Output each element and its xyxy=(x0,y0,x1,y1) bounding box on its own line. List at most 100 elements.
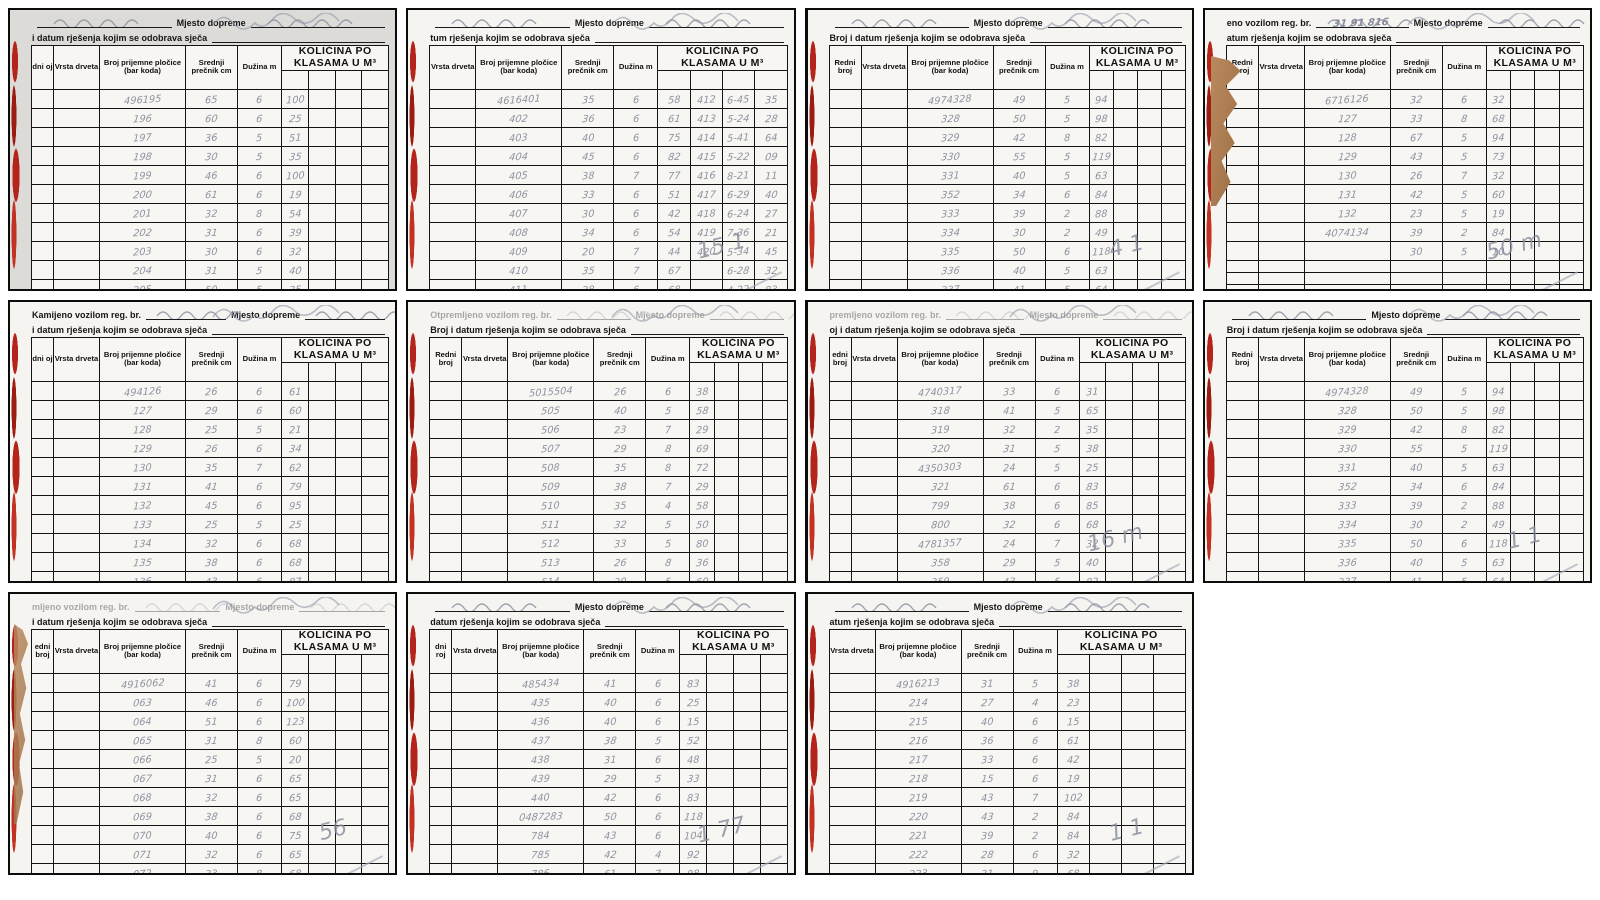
vrsta-drveta-cell xyxy=(429,259,477,280)
handwritten-value: 60 xyxy=(288,405,302,417)
table-body: 6716126 32 6 32 127 33 8 68 128 67 5 94 129 43 5 73 130 2… xyxy=(1225,88,1585,289)
handwritten-value: 216 xyxy=(908,735,929,747)
handwritten-value: 50 xyxy=(1409,405,1424,417)
redni-broj-cell xyxy=(31,380,54,401)
plocica-cell: 129 xyxy=(99,437,186,458)
kolicina-cell xyxy=(1112,145,1138,166)
plocica-cell: 485434 xyxy=(497,672,585,693)
duzina-cell: 5 xyxy=(645,399,691,420)
handwritten-value: 100 xyxy=(285,169,305,183)
handwritten-value: 63 xyxy=(1492,462,1505,474)
red-binding-mark xyxy=(808,616,822,863)
vrsta-drveta-cell xyxy=(461,494,509,515)
handwritten-value: 507 xyxy=(540,443,561,455)
sjeca-underline xyxy=(1427,324,1580,335)
handwritten-value: 40 xyxy=(1012,265,1026,277)
handwritten-value: 55 xyxy=(1409,443,1424,455)
kolicina-cell xyxy=(737,475,764,496)
col-subheader-klasa xyxy=(1131,361,1160,382)
mjesto-dopreme-label: Mjesto dopreme xyxy=(973,18,1043,28)
handwritten-value: 6 xyxy=(255,697,264,709)
handwritten-value: 67 xyxy=(1409,132,1423,144)
duzina-cell: 6 xyxy=(613,221,659,242)
precnik-cell: 35 xyxy=(561,259,615,280)
duzina-cell: 6 xyxy=(237,843,282,864)
precnik-cell: 30 xyxy=(593,570,647,581)
vrsta-drveta-cell xyxy=(53,710,100,731)
table-row: 337 41 5 64 xyxy=(1225,570,1585,581)
handwritten-value: 321 xyxy=(930,481,951,493)
vrsta-drveta-cell xyxy=(860,221,908,242)
table-row xyxy=(1225,283,1585,289)
plocica-cell: 511 xyxy=(507,513,595,534)
header-row: dni oj Vrsta drveta Broj prijemne pločice … xyxy=(31,45,390,90)
redni-broj-cell xyxy=(828,532,852,553)
kolicina-cell: 75 xyxy=(657,126,691,147)
handwritten-value: 5 xyxy=(1053,557,1061,569)
duzina-cell: 7 xyxy=(613,259,659,280)
col-header-duzina: Dužina m xyxy=(1034,337,1080,382)
kolicina-cell xyxy=(1088,843,1122,864)
redni-broj-cell xyxy=(828,513,852,534)
table-row: 127 29 6 60 xyxy=(31,399,390,420)
table-body: 496195 65 6 100 196 60 6 25 197 36 5 51 198 30 5 35 199 4… xyxy=(31,88,390,289)
red-binding-mark xyxy=(808,324,822,571)
reg-line: Mjesto dopreme xyxy=(830,599,1182,612)
kolicina-cell xyxy=(307,418,336,439)
subheader-row xyxy=(430,653,788,674)
kolicina-cell: 83 xyxy=(679,786,708,807)
handwritten-value: 6 xyxy=(631,113,640,125)
kolicina-cell xyxy=(1131,475,1160,496)
kolicina-cell: 39 xyxy=(281,221,309,242)
sjeca-label: Broj i datum rješenja kojim se odobrava … xyxy=(829,33,1026,43)
handwritten-value: 221 xyxy=(908,829,928,843)
mjesto-underline xyxy=(709,309,794,320)
vrsta-drveta-cell xyxy=(850,570,898,581)
kolicina-cell xyxy=(1534,88,1560,109)
table-row: 222 28 6 32 xyxy=(828,843,1186,864)
kolicina-cell xyxy=(1105,494,1133,515)
redni-broj-cell xyxy=(31,126,54,147)
kolicina-cell xyxy=(1534,399,1560,420)
duzina-cell: 5 xyxy=(1034,437,1080,458)
kolicina-cell xyxy=(762,380,788,401)
vrsta-drveta-cell xyxy=(461,570,509,581)
table-row: 438 31 6 48 xyxy=(429,748,788,769)
precnik-cell: 28 xyxy=(561,278,615,289)
redni-broj-cell xyxy=(31,475,54,496)
duzina-cell: 6 xyxy=(237,532,282,553)
col-subheader-klasa xyxy=(1088,69,1114,90)
handwritten-value: 45 xyxy=(764,246,778,258)
vrsta-drveta-cell xyxy=(1257,399,1305,420)
kolicina-cell: 33 xyxy=(679,767,708,788)
kolicina-cell xyxy=(1131,551,1160,572)
redni-broj-cell xyxy=(429,380,463,401)
handwritten-value: 32 xyxy=(1409,94,1423,106)
kolicina-cell xyxy=(1112,126,1138,147)
handwritten-value: 75 xyxy=(288,830,302,842)
reg-underline xyxy=(946,309,1041,320)
handwritten-value: 4916062 xyxy=(120,676,165,692)
log-table: Redni broj Vrsta drveta Broj prijemne ploč… xyxy=(828,45,1186,289)
kolicina-cell: 119 xyxy=(1088,145,1114,166)
vrsta-drveta-cell xyxy=(53,126,100,147)
kolicina-cell xyxy=(1510,283,1536,289)
col-header-redni-broj: edni broj xyxy=(828,337,852,382)
kolicina-cell xyxy=(1088,786,1122,807)
duzina-cell: 5 xyxy=(237,145,282,166)
kolicina-cell xyxy=(1105,456,1133,477)
sjeca-underline xyxy=(999,616,1182,627)
kolicina-cell: 42 xyxy=(1056,748,1090,769)
precnik-cell: 61 xyxy=(185,183,238,204)
table-row: 128 67 5 94 xyxy=(1225,126,1585,147)
pencil-scribble xyxy=(267,19,353,27)
handwritten-value: 215 xyxy=(908,715,928,729)
sjeca-label: Broj i datum rješenja kojim se odobrava … xyxy=(1226,325,1423,335)
plocica-cell: 437 xyxy=(497,729,585,750)
handwritten-value: 36 xyxy=(980,735,994,747)
handwritten-value: 38 xyxy=(695,386,709,398)
redni-broj-cell xyxy=(1225,399,1259,420)
kolicina-cell xyxy=(1534,437,1560,458)
pencil-scribble xyxy=(1248,311,1334,319)
duzina-cell: 6 xyxy=(237,767,282,788)
